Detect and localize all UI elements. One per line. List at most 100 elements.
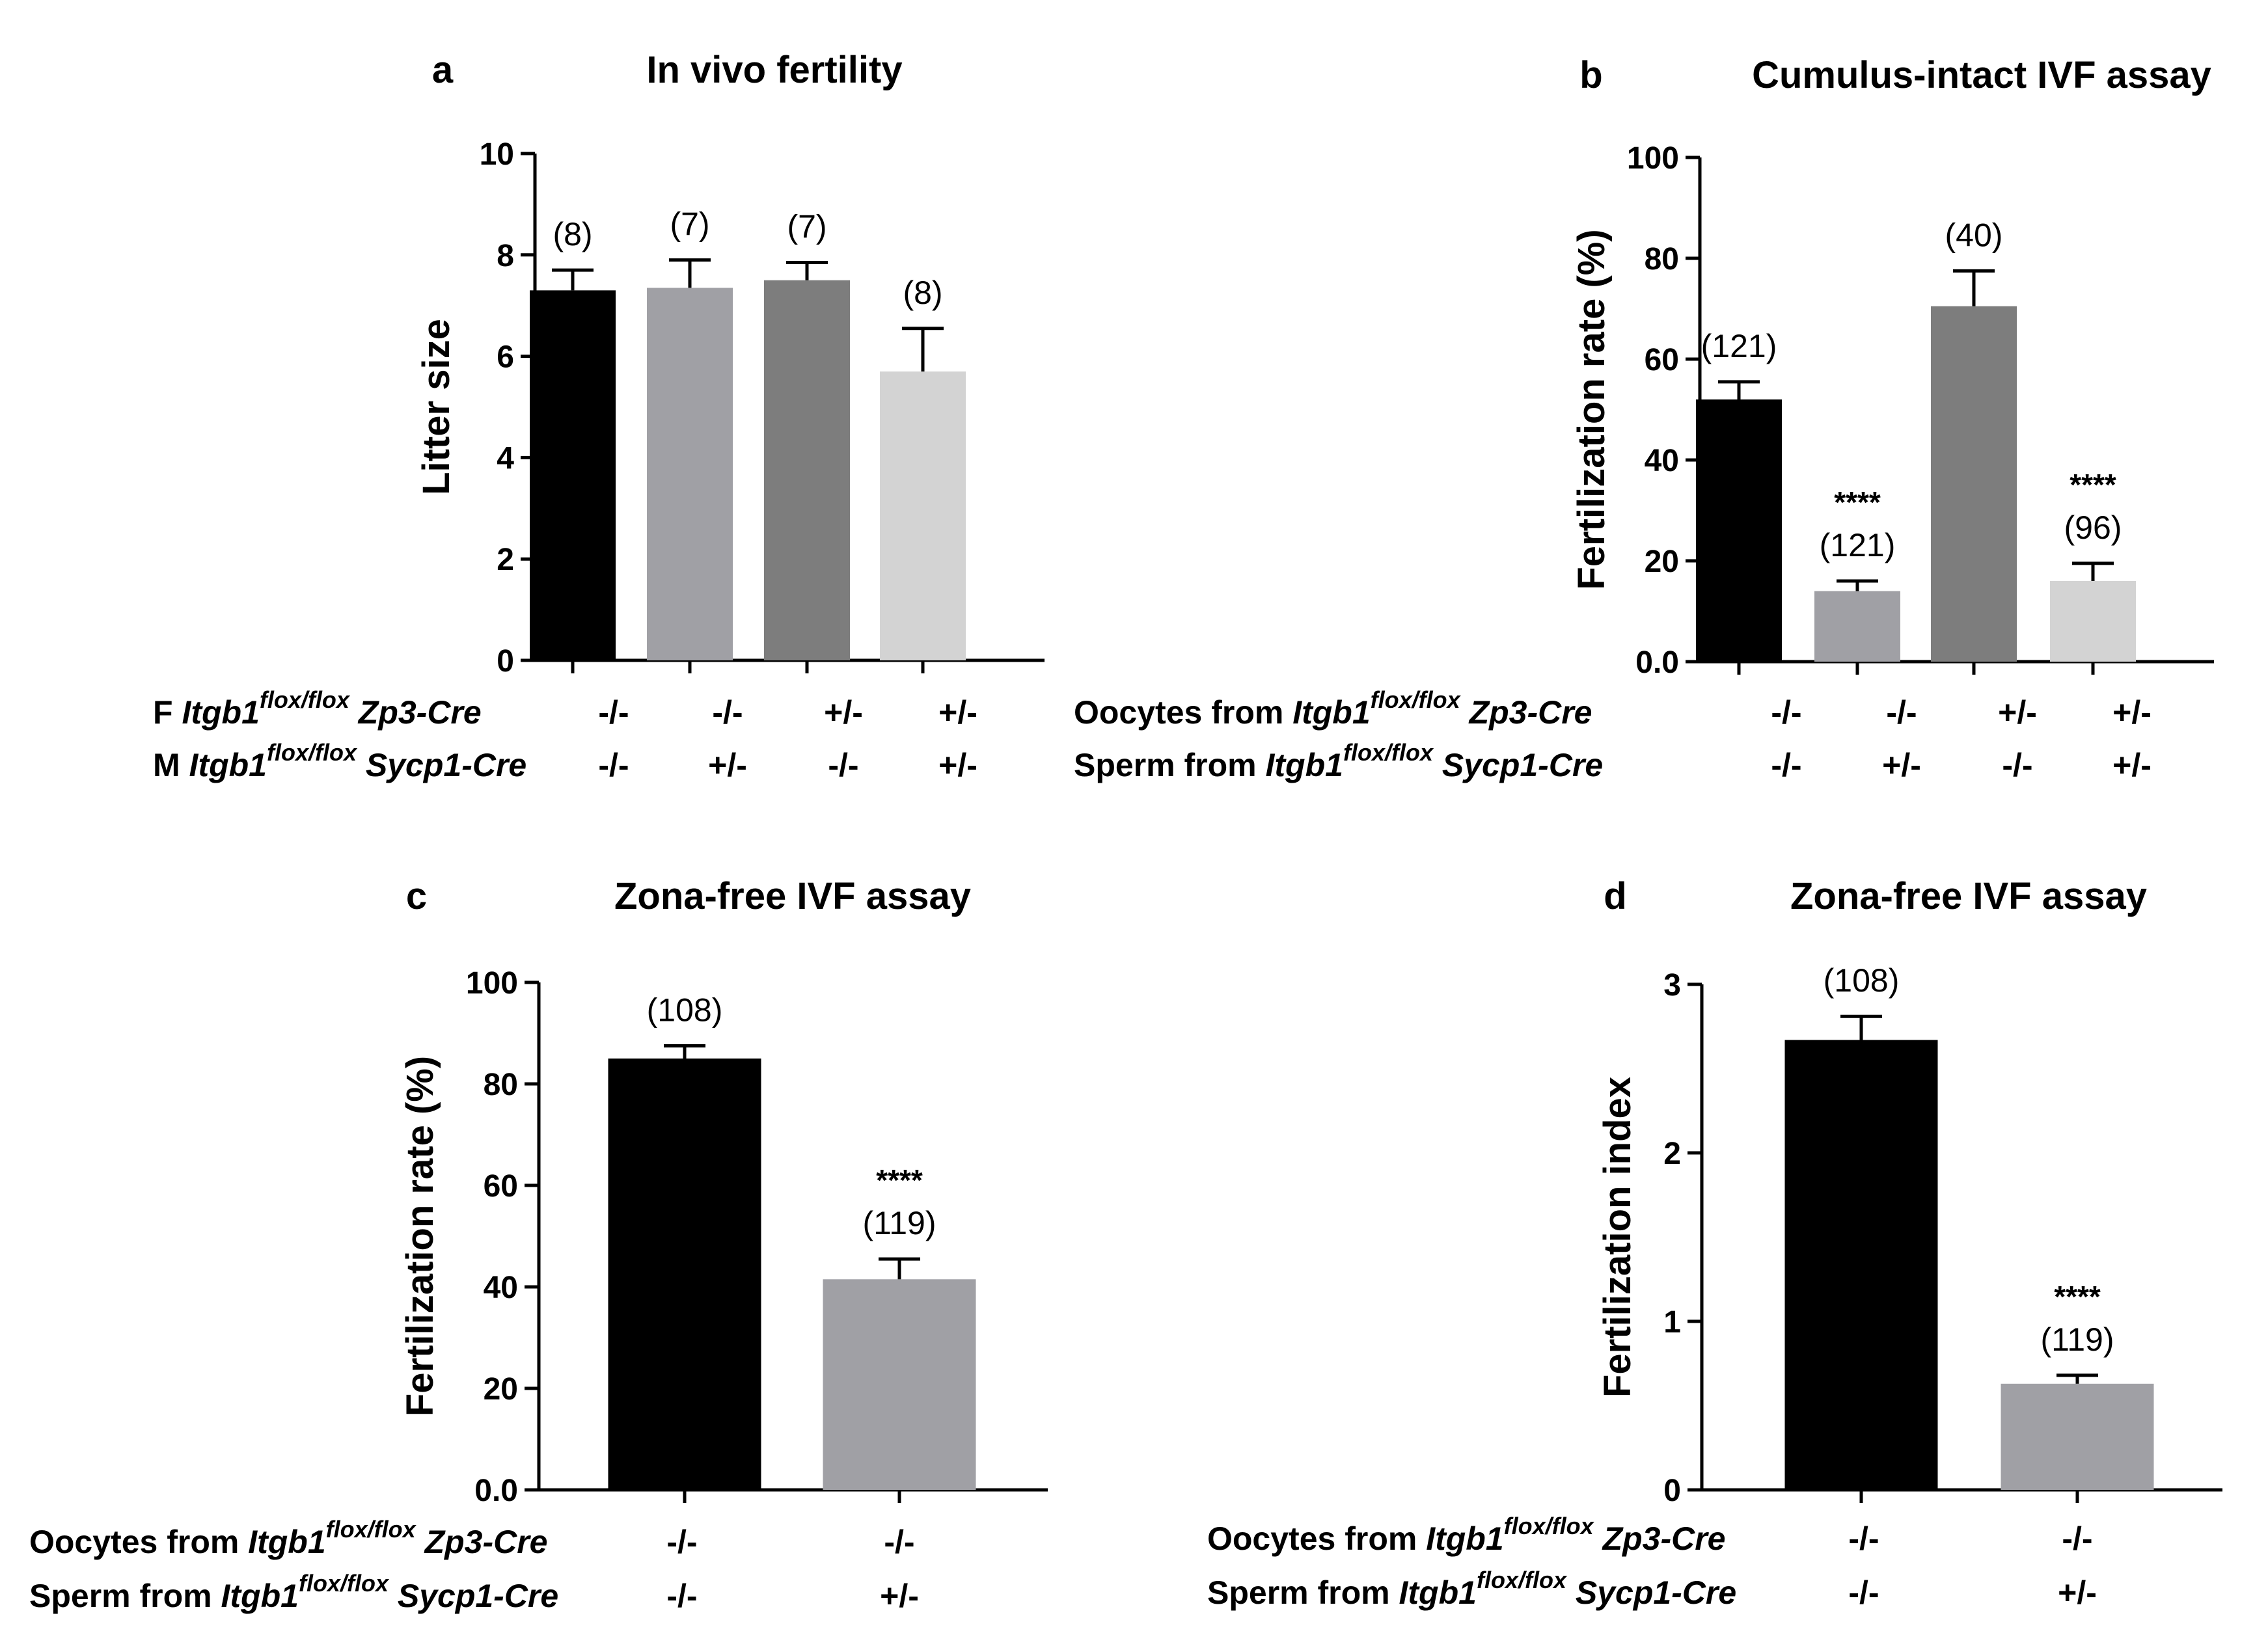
genotype-row-label: Oocytes from Itgb1flox/flox Zp3-Cre bbox=[1207, 1513, 1725, 1557]
row-gene: Itgb1 bbox=[1292, 694, 1370, 731]
row-superscript: flox/flox bbox=[299, 1570, 390, 1597]
y-tick-label: 2 bbox=[1663, 1137, 1681, 1171]
genotype-value: -/- bbox=[2062, 1520, 2092, 1557]
row-prefix: M bbox=[153, 747, 189, 783]
row-superscript: flox/flox bbox=[1477, 1567, 1568, 1593]
y-tick-label: 2 bbox=[497, 543, 514, 577]
n-label: (119) bbox=[862, 1205, 936, 1241]
y-tick-label: 20 bbox=[1645, 545, 1679, 579]
y-tick-label: 10 bbox=[480, 137, 514, 172]
bar bbox=[1696, 399, 1782, 662]
y-tick-label: 0 bbox=[497, 644, 514, 679]
y-tick-label: 1 bbox=[1663, 1305, 1681, 1340]
n-label: (108) bbox=[647, 992, 723, 1029]
row-gene: Itgb1 bbox=[1426, 1520, 1503, 1557]
genotype-value: -/- bbox=[666, 1578, 697, 1614]
row-prefix: F bbox=[153, 694, 182, 731]
genotype-value: -/- bbox=[828, 747, 858, 783]
genotype-value: -/- bbox=[1848, 1520, 1879, 1557]
bar bbox=[764, 280, 850, 660]
n-label: (7) bbox=[670, 206, 709, 243]
y-tick-label: 3 bbox=[1663, 968, 1681, 1003]
y-axis-label: Fertilization rate (%) bbox=[1570, 229, 1613, 589]
n-label: (119) bbox=[2040, 1321, 2114, 1358]
significance-label: **** bbox=[1834, 485, 1881, 519]
row-gene: Itgb1 bbox=[189, 747, 267, 783]
row-prefix: Sperm from bbox=[1074, 747, 1266, 783]
y-tick-label: 80 bbox=[484, 1068, 518, 1102]
y-tick-label: 100 bbox=[466, 966, 518, 1001]
genotype-value: -/- bbox=[1848, 1574, 1879, 1611]
row-superscript: flox/flox bbox=[1504, 1513, 1595, 1539]
y-tick-label: 60 bbox=[1645, 343, 1679, 377]
row-gene: Itgb1 bbox=[182, 694, 259, 731]
bar bbox=[1784, 1040, 1938, 1490]
genotype-row-label: Sperm from Itgb1flox/flox Sycp1-Cre bbox=[1074, 739, 1603, 783]
panel-b: b Cumulus-intact IVF assay Fertilization r… bbox=[1074, 54, 2214, 783]
y-tick-label: 8 bbox=[497, 239, 514, 273]
genotype-value: +/- bbox=[708, 747, 747, 783]
row-suffix: Zp3-Cre bbox=[416, 1524, 548, 1560]
n-label: (121) bbox=[1820, 527, 1896, 563]
bar bbox=[530, 290, 616, 661]
row-prefix: Sperm from bbox=[1207, 1574, 1399, 1611]
genotype-value: +/- bbox=[938, 694, 977, 731]
bar bbox=[1931, 306, 2017, 662]
y-tick-label: 0.0 bbox=[1635, 645, 1679, 680]
genotype-value: +/- bbox=[1882, 747, 1921, 783]
n-label: (8) bbox=[553, 216, 592, 252]
genotype-value: -/- bbox=[666, 1524, 697, 1560]
n-label: (121) bbox=[1701, 328, 1777, 364]
panel-c: c Zona-free IVF assay Fertilization rate (… bbox=[29, 875, 1048, 1614]
genotype-value: -/- bbox=[1886, 694, 1917, 731]
y-tick-label: 40 bbox=[1645, 444, 1679, 478]
y-tick-label: 60 bbox=[484, 1169, 518, 1204]
row-suffix: Zp3-Cre bbox=[1460, 694, 1592, 731]
panel-letter: b bbox=[1579, 54, 1602, 96]
n-label: (96) bbox=[2064, 509, 2122, 546]
genotype-value: -/- bbox=[884, 1524, 914, 1560]
row-prefix: Oocytes from bbox=[1074, 694, 1292, 731]
genotype-row-label: M Itgb1flox/flox Sycp1-Cre bbox=[153, 739, 526, 783]
genotype-value: +/- bbox=[938, 747, 977, 783]
n-label: (108) bbox=[1824, 962, 1900, 999]
bar bbox=[647, 288, 733, 660]
bar bbox=[1814, 591, 1900, 662]
row-superscript: flox/flox bbox=[1343, 739, 1434, 766]
genotype-value: -/- bbox=[598, 694, 629, 731]
bar bbox=[2050, 581, 2136, 662]
panel-letter: d bbox=[1604, 875, 1626, 917]
y-tick-label: 100 bbox=[1627, 141, 1679, 176]
row-prefix: Sperm from bbox=[29, 1578, 221, 1614]
row-gene: Itgb1 bbox=[1399, 1574, 1477, 1611]
row-prefix: Oocytes from bbox=[29, 1524, 248, 1560]
panel-title: In vivo fertility bbox=[646, 49, 902, 91]
panel-title: Zona-free IVF assay bbox=[614, 875, 971, 917]
genotype-value: +/- bbox=[2058, 1574, 2097, 1611]
genotype-value: +/- bbox=[880, 1578, 919, 1614]
genotype-row-label: Sperm from Itgb1flox/flox Sycp1-Cre bbox=[1207, 1567, 1736, 1611]
genotype-value: +/- bbox=[2112, 694, 2152, 731]
genotype-value: +/- bbox=[824, 694, 863, 731]
panel-d: d Zona-free IVF assay Fertilization index 0… bbox=[1207, 875, 2222, 1611]
panel-letter: a bbox=[432, 49, 454, 91]
bar bbox=[2001, 1383, 2154, 1490]
row-gene: Itgb1 bbox=[221, 1578, 299, 1614]
bar bbox=[880, 371, 966, 660]
row-superscript: flox/flox bbox=[326, 1516, 417, 1543]
row-superscript: flox/flox bbox=[267, 739, 358, 766]
bar bbox=[823, 1279, 976, 1490]
y-axis-label: Fertilization rate (%) bbox=[399, 1056, 441, 1416]
significance-label: **** bbox=[876, 1163, 923, 1197]
row-suffix: Sycp1-Cre bbox=[357, 747, 526, 783]
significance-label: **** bbox=[2054, 1280, 2101, 1314]
n-label: (40) bbox=[1945, 217, 2003, 253]
row-superscript: flox/flox bbox=[1371, 686, 1462, 713]
row-superscript: flox/flox bbox=[260, 686, 351, 713]
genotype-value: -/- bbox=[598, 747, 629, 783]
genotype-value: -/- bbox=[2002, 747, 2032, 783]
significance-label: **** bbox=[2070, 468, 2116, 502]
row-suffix: Zp3-Cre bbox=[349, 694, 482, 731]
row-gene: Itgb1 bbox=[248, 1524, 325, 1560]
